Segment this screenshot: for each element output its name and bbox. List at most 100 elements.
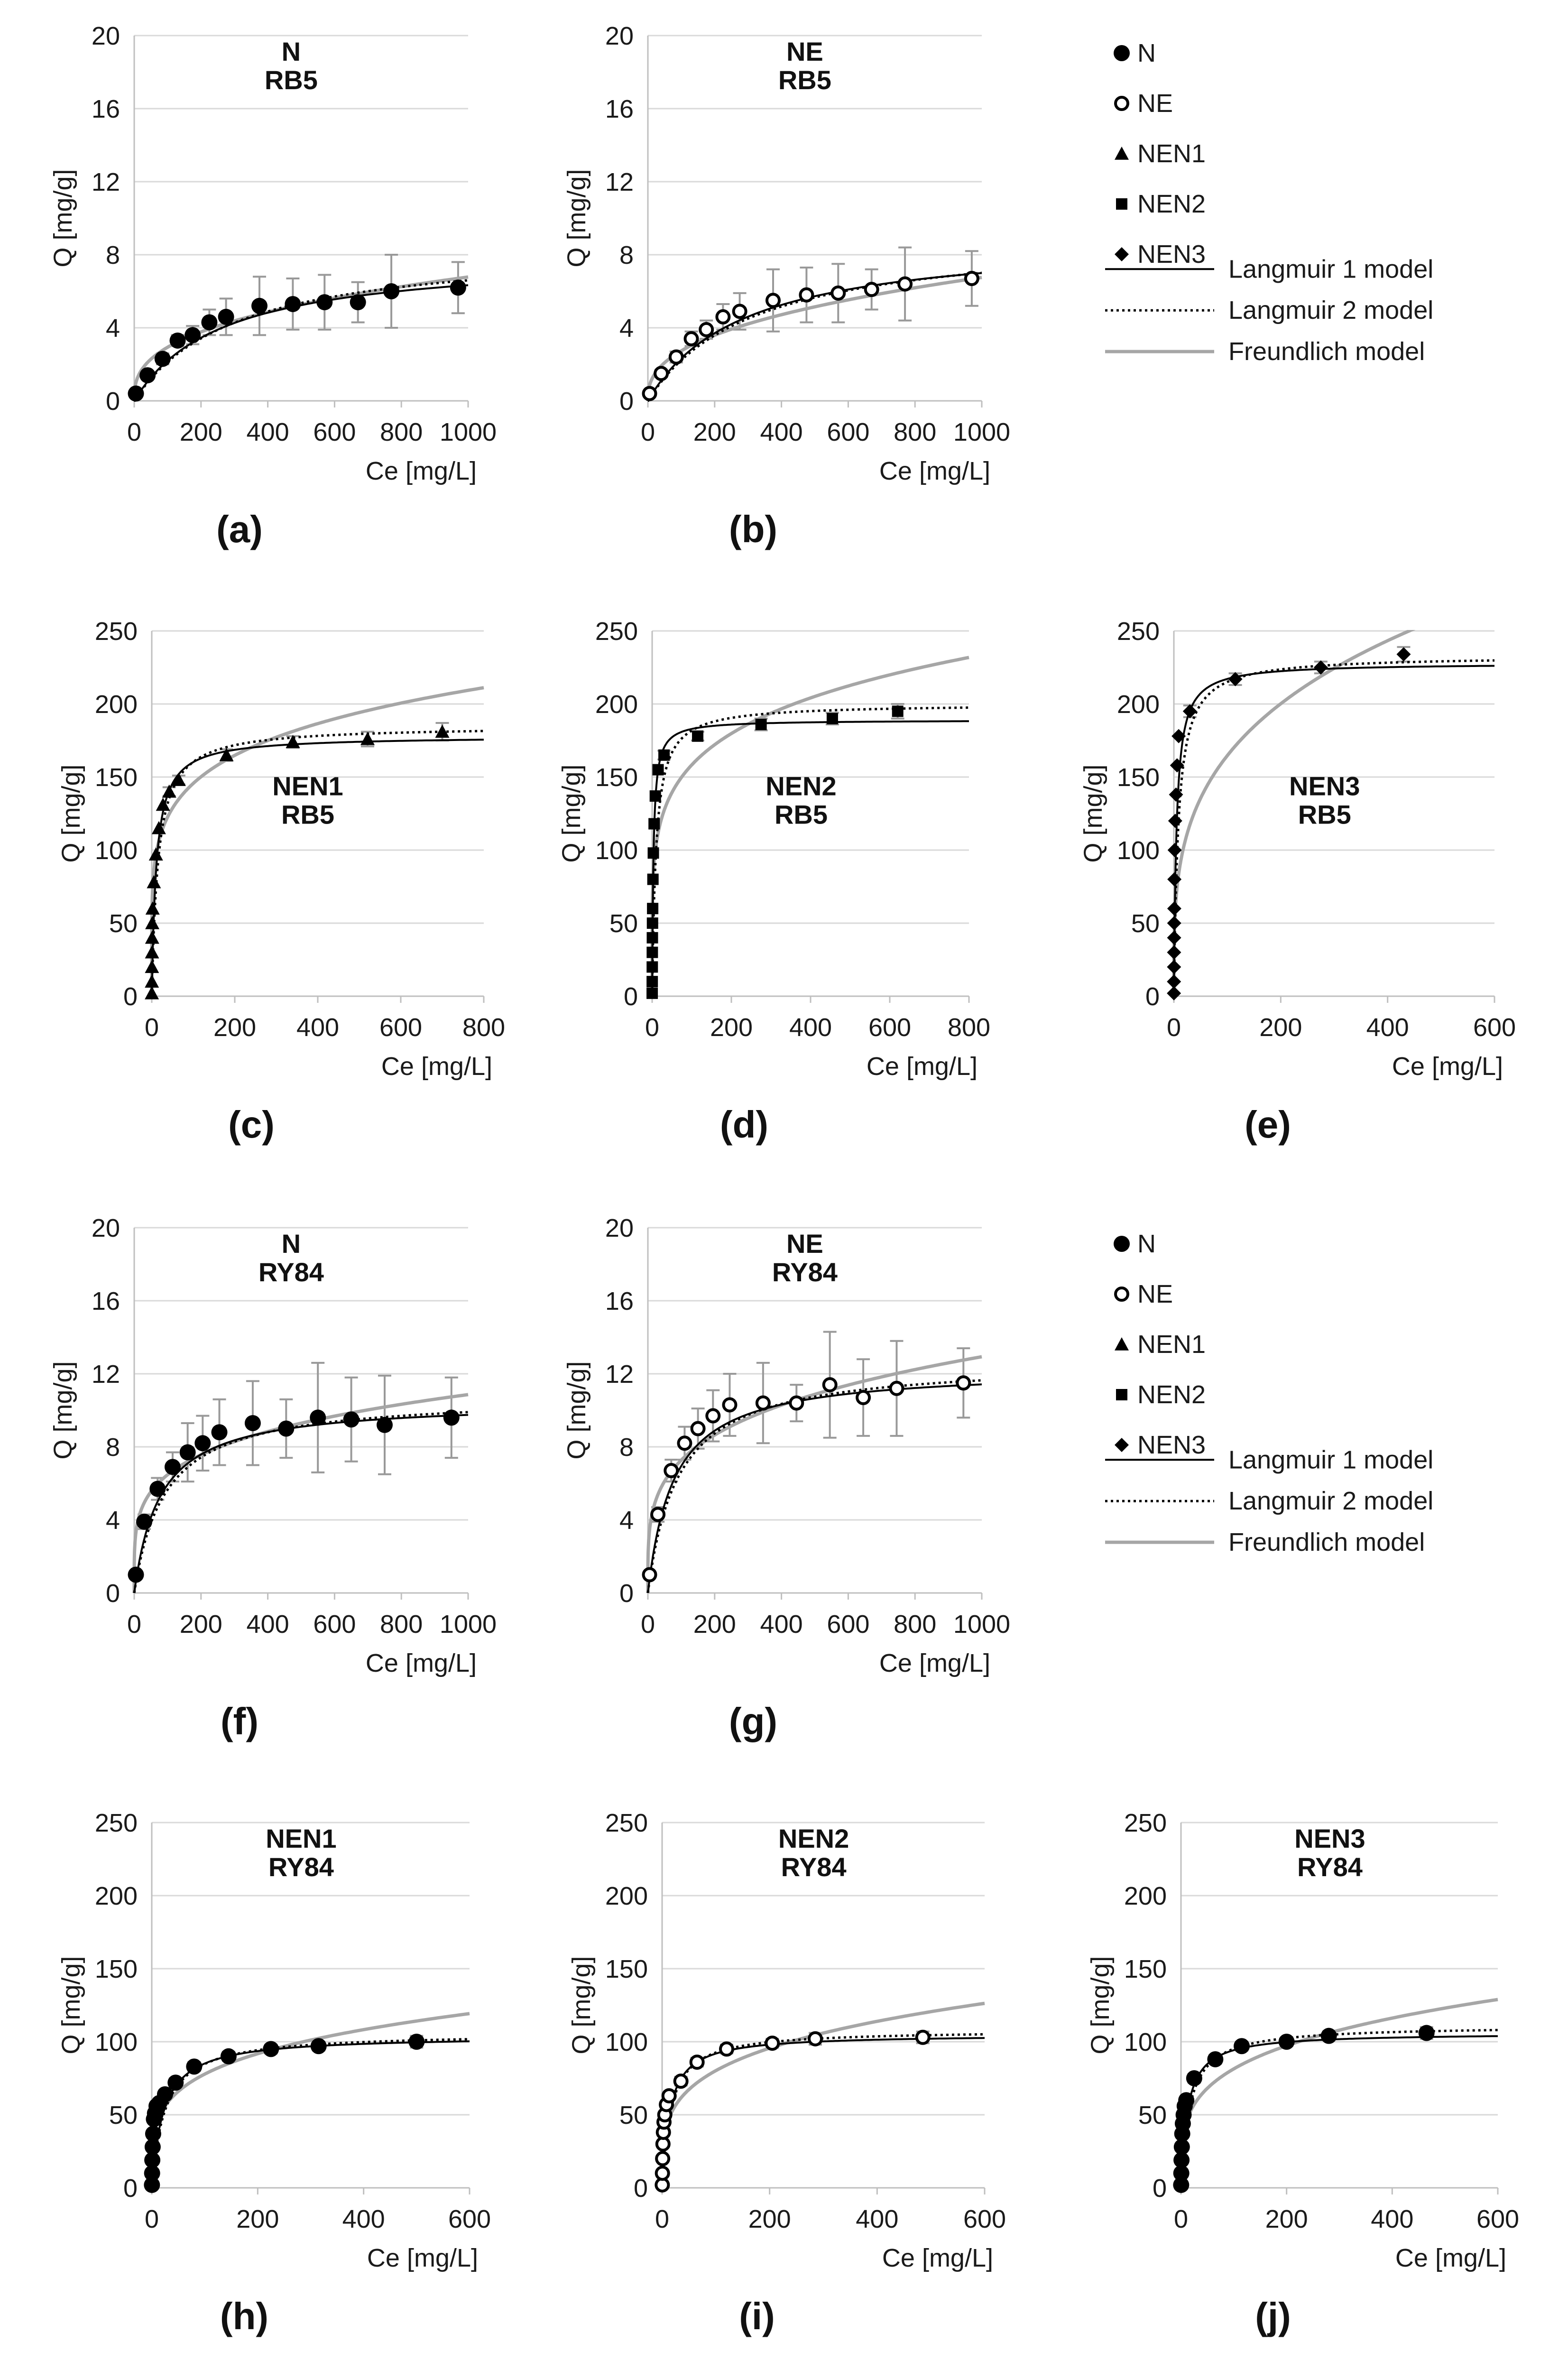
y-tick-label: 50 (619, 2101, 648, 2129)
data-point (646, 961, 658, 973)
data-point (1173, 2139, 1190, 2155)
panel-title-line: N (282, 37, 301, 66)
data-point (162, 784, 176, 798)
data-point (864, 282, 879, 297)
y-tick-label: 250 (95, 617, 138, 646)
panel-title-line: RY84 (781, 1852, 847, 1882)
data-point (1167, 974, 1181, 989)
legend-label: NE (1137, 1280, 1173, 1308)
legend-entry: N (1114, 39, 1156, 67)
x-tick-label: 200 (710, 1013, 753, 1042)
data-point (1320, 2027, 1337, 2044)
x-tick-label: 0 (127, 1610, 141, 1639)
data-point (144, 2139, 161, 2155)
data-point (443, 1409, 460, 1426)
legend-entry: NEN3 (1115, 1431, 1206, 1459)
data-point (690, 1421, 706, 1436)
langmuir2-curve (661, 2033, 985, 2188)
x-tick-label: 200 (748, 2205, 791, 2233)
y-tick-label: 250 (1117, 617, 1160, 646)
data-point (263, 2041, 279, 2057)
data-point (145, 901, 160, 915)
data-point (1173, 2165, 1190, 2182)
data-point (219, 748, 234, 761)
data-point (179, 1444, 196, 1461)
data-point (1167, 843, 1182, 857)
y-tick-label: 12 (605, 168, 634, 196)
data-point (1418, 2025, 1435, 2041)
legend-label: NE (1137, 89, 1173, 118)
data-point (652, 764, 664, 776)
y-tick-label: 20 (92, 22, 120, 50)
legend-marker (1115, 247, 1129, 261)
data-point (167, 2074, 184, 2091)
x-tick-label: 0 (1167, 1013, 1181, 1042)
x-tick-label: 200 (180, 418, 222, 446)
panel-title-line: RB5 (775, 800, 828, 830)
legend-marker (1114, 1287, 1129, 1302)
data-point (285, 296, 301, 312)
chart-panel-h: 0 50 100 150 200 250 0 200 400 600 Ce [mg/L] Q [mg/… (57, 1809, 491, 2337)
data-points (1173, 2025, 1435, 2193)
y-tick-label: 0 (1153, 2174, 1167, 2203)
data-point (715, 309, 731, 324)
error-bars (643, 246, 978, 397)
data-point (646, 917, 658, 929)
x-tick-label: 600 (868, 1013, 911, 1042)
panel-title-line: NE (786, 37, 823, 66)
chart-panel-c: 0 50 100 150 200 250 0 200 400 600 800 Ce [mg/L] Q [… (57, 617, 505, 1146)
data-point (646, 976, 658, 988)
x-tick-label: 0 (127, 418, 141, 446)
x-tick-label: 400 (789, 1013, 832, 1042)
data-point (732, 304, 747, 319)
data-points (145, 724, 450, 1000)
data-point (956, 1375, 971, 1391)
freundlich-curve (1179, 1998, 1498, 2188)
data-point (136, 1513, 153, 1530)
freundlich-curve (1172, 630, 1416, 996)
y-tick-label: 50 (1138, 2101, 1167, 2129)
data-point (677, 1435, 692, 1451)
y-axis-title: Q [mg/g] (557, 764, 586, 862)
freundlich-curve (150, 686, 484, 996)
data-point (689, 2055, 705, 2070)
data-point (145, 930, 159, 944)
data-point (661, 2088, 677, 2103)
y-tick-label: 200 (95, 1882, 138, 1910)
legend-entry: NEN3 (1115, 240, 1206, 268)
data-point (435, 724, 450, 738)
panel-label: (g) (729, 1700, 777, 1742)
data-point (647, 847, 659, 859)
panel-title-line: NE (786, 1229, 823, 1259)
data-point (218, 308, 234, 325)
legend-entry: NEN1 (1115, 139, 1206, 168)
data-point (658, 749, 670, 761)
data-point (450, 279, 466, 296)
y-tick-label: 4 (619, 314, 634, 343)
data-point (1167, 960, 1181, 974)
x-tick-label: 400 (247, 418, 289, 446)
data-point (892, 705, 904, 717)
panel-title-line: RY84 (258, 1257, 324, 1287)
x-tick-label: 400 (1371, 2205, 1413, 2233)
langmuir1-curve (1180, 2035, 1498, 2188)
data-point (1167, 916, 1181, 930)
data-point (377, 1416, 393, 1433)
data-point (830, 285, 846, 301)
legend-label: NEN2 (1137, 1380, 1206, 1409)
x-tick-label: 0 (645, 1013, 659, 1042)
y-tick-label: 200 (595, 690, 638, 719)
panel-label: (e) (1245, 1103, 1291, 1146)
data-point (169, 332, 186, 349)
y-tick-label: 50 (109, 909, 138, 938)
legend-entry: NE (1114, 89, 1173, 118)
data-point (128, 385, 144, 402)
data-point (1173, 2152, 1190, 2168)
data-point (655, 2166, 670, 2181)
freundlich-curve (646, 1355, 982, 1593)
y-tick-label: 12 (92, 1360, 120, 1389)
y-tick-label: 100 (605, 2028, 648, 2056)
